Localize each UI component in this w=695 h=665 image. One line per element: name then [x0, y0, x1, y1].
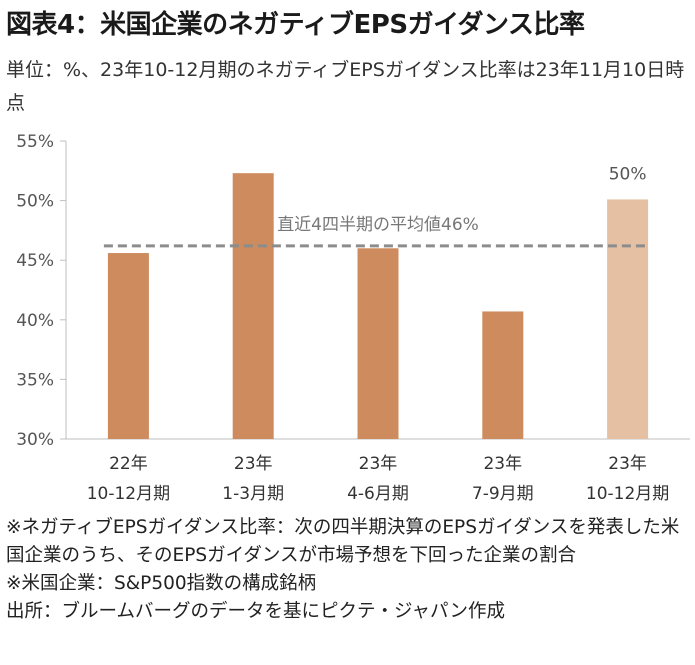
x-tick-label: 23年 [608, 454, 647, 474]
y-tick-label: 50% [16, 192, 54, 212]
x-tick-label: 23年 [483, 454, 522, 474]
bar-2 [232, 173, 274, 439]
y-tick-label: 30% [16, 430, 54, 450]
note-universe: ※米国企業：S&P500指数の構成銘柄 [6, 573, 317, 594]
x-tick-label: 23年 [359, 454, 398, 474]
data-label: 50% [609, 164, 647, 184]
bar-3 [357, 248, 399, 439]
chart-notes: ※ネガティブEPSガイダンス比率：次の四半期決算のEPSガイダンスを発表した米国… [6, 514, 690, 626]
x-tick-label: 7-9月期 [472, 484, 534, 504]
bar-5 [607, 199, 649, 439]
y-tick-label: 40% [16, 311, 54, 331]
y-tick-label: 35% [16, 370, 54, 390]
bar-4 [482, 311, 524, 439]
x-tick-label: 1-3月期 [222, 484, 284, 504]
x-tick-label: 10-12月期 [586, 484, 669, 504]
y-tick-label: 55% [16, 132, 54, 152]
chart-title: 図表4：米国企業のネガティブEPSガイダンス比率 [6, 10, 585, 40]
y-tick-label: 45% [16, 251, 54, 271]
x-tick-label: 22年 [109, 454, 148, 474]
x-tick-label: 4-6月期 [347, 484, 409, 504]
average-reference-label: 直近4四半期の平均値46% [277, 215, 479, 235]
x-tick-label: 10-12月期 [87, 484, 170, 504]
note-definition: ※ネガティブEPSガイダンス比率：次の四半期決算のEPSガイダンスを発表した米国… [6, 517, 680, 566]
note-source: 出所：ブルームバーグのデータを基にピクテ・ジャパン作成 [6, 601, 505, 622]
bar-1 [107, 253, 149, 439]
bar-chart: 30% 35% 40% 45% 50% 55% 22年 10-12月期 23年 1-3月期 23年 4… [16, 132, 690, 504]
chart-subtitle: 単位：%、23年10-12月期のネガティブEPSガイダンス比率は23年11月10… [6, 59, 685, 114]
x-tick-label: 23年 [234, 454, 273, 474]
